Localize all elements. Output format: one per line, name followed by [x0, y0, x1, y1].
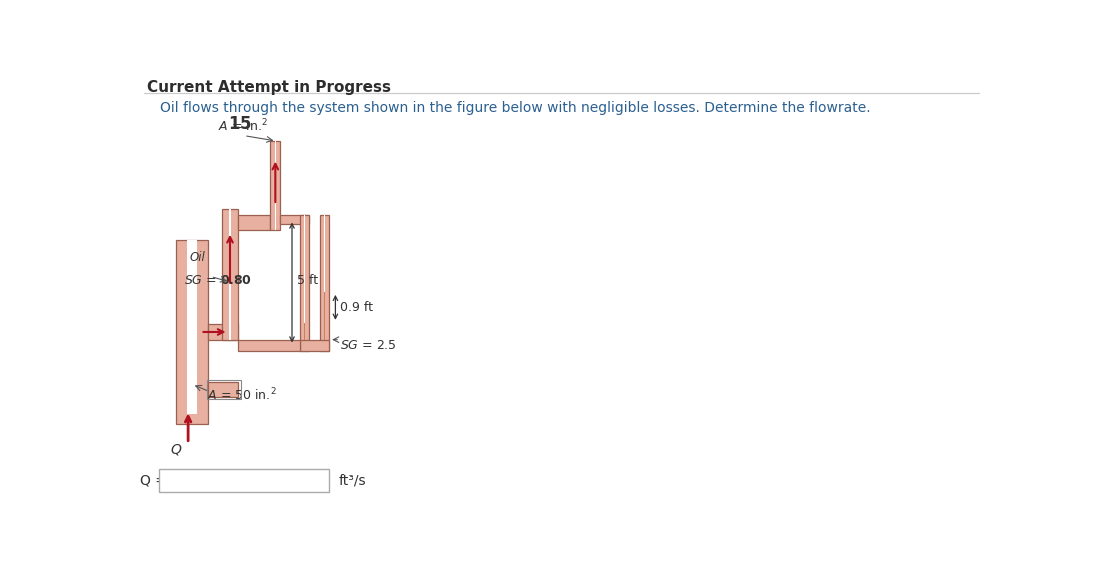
- Bar: [323, 292, 326, 340]
- Bar: [304, 323, 305, 340]
- Text: 0.9 ft: 0.9 ft: [340, 301, 373, 314]
- Bar: [159, 469, 329, 492]
- Bar: [299, 340, 329, 351]
- Bar: [186, 240, 197, 414]
- Text: Current Attempt in Progress: Current Attempt in Progress: [147, 80, 391, 95]
- Bar: [207, 380, 241, 399]
- Text: Q =: Q =: [140, 474, 167, 487]
- Bar: [222, 209, 238, 340]
- Bar: [238, 215, 271, 231]
- Text: Oil flows through the system shown in the figure below with negligible losses. D: Oil flows through the system shown in th…: [160, 101, 871, 115]
- Bar: [281, 215, 309, 224]
- Bar: [208, 382, 238, 398]
- Text: $SG$ = 2.5: $SG$ = 2.5: [340, 339, 397, 352]
- Text: $A$ = 50 in.$^{2}$: $A$ = 50 in.$^{2}$: [207, 387, 276, 403]
- Text: $\bf{15}$: $\bf{15}$: [228, 116, 252, 133]
- Bar: [320, 215, 329, 351]
- Text: $A$ =: $A$ =: [218, 120, 243, 133]
- Bar: [238, 340, 299, 351]
- Text: Oil: Oil: [190, 251, 205, 264]
- Text: $SG$ = $\bf{0.80}$: $SG$ = $\bf{0.80}$: [183, 274, 252, 287]
- Bar: [208, 324, 238, 340]
- Text: $Q$: $Q$: [170, 442, 182, 456]
- Text: 5 ft: 5 ft: [297, 273, 318, 287]
- Text: ft³/s: ft³/s: [339, 474, 366, 487]
- Bar: [299, 215, 309, 351]
- Bar: [304, 215, 305, 340]
- Bar: [229, 209, 231, 340]
- Bar: [271, 141, 281, 231]
- Bar: [323, 215, 326, 340]
- Text: in.$^{2}$: in.$^{2}$: [241, 117, 267, 134]
- Bar: [175, 240, 208, 424]
